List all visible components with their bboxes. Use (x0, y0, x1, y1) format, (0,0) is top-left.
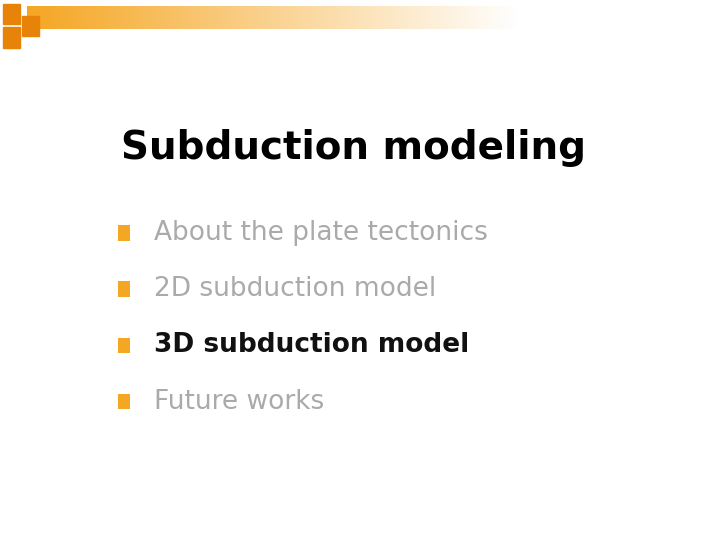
Text: Subduction modeling: Subduction modeling (121, 129, 585, 167)
Bar (118, 225, 130, 241)
Bar (118, 281, 130, 297)
Text: 2D subduction model: 2D subduction model (154, 276, 436, 302)
Text: 3D subduction model: 3D subduction model (154, 333, 469, 359)
Bar (118, 394, 130, 409)
Text: Future works: Future works (154, 389, 325, 415)
Text: About the plate tectonics: About the plate tectonics (154, 220, 488, 246)
Bar (118, 338, 130, 353)
